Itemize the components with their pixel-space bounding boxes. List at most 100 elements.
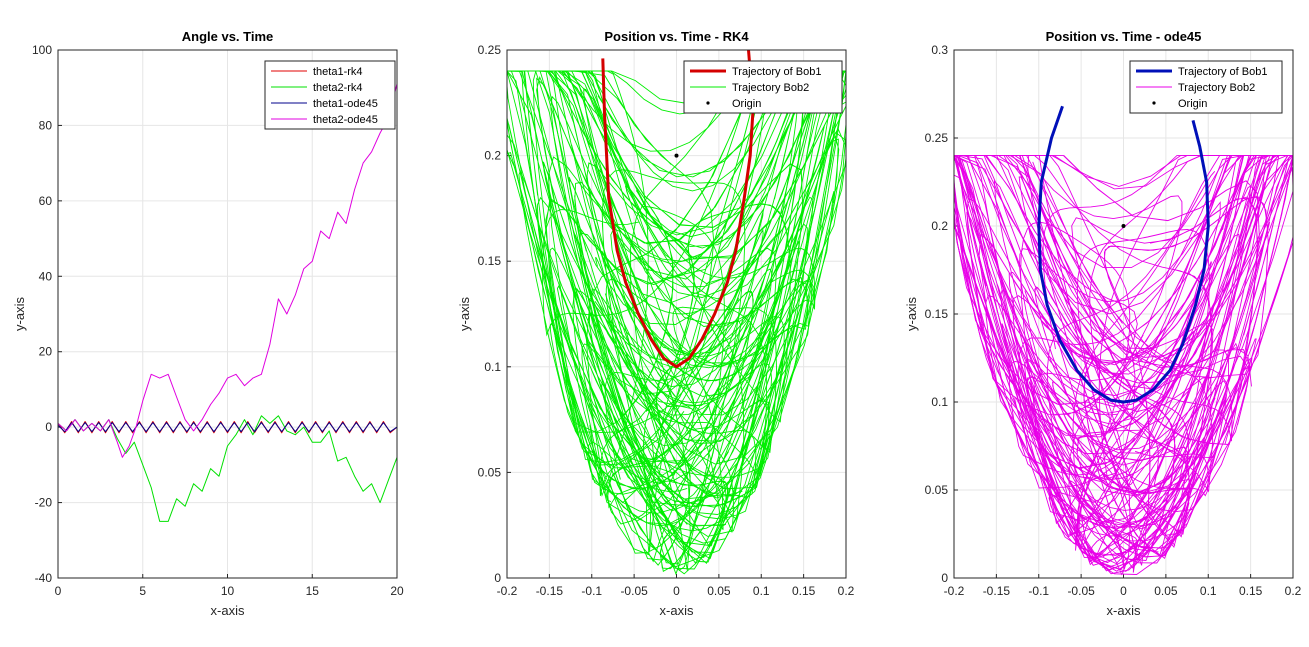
x-tick-label: -0.2 [497, 584, 518, 598]
legend-entry: Trajectory Bob2 [1178, 82, 1255, 94]
legend-box [264, 60, 396, 130]
series-line-bob2 [1076, 229, 1210, 557]
x-tick-label: -0.2 [944, 584, 965, 598]
series-line-bob2 [1019, 155, 1293, 500]
y-tick-label: 0.15 [925, 307, 949, 321]
x-tick-label: -0.15 [983, 584, 1011, 598]
y-tick-label: 0 [45, 420, 52, 434]
x-axis-label: x-axis [660, 603, 694, 618]
legend-entry: theta2-rk4 [313, 82, 363, 94]
x-tick-label: -0.1 [1028, 584, 1049, 598]
series-line-bob2 [604, 268, 773, 480]
series-line-bob2 [1089, 221, 1271, 563]
series-line-bob2 [1008, 155, 1293, 553]
y-axis-label: y-axis [904, 297, 919, 331]
legend-entry: Trajectory Bob2 [732, 82, 809, 94]
series-line-bob2 [954, 155, 1221, 439]
series-line-bob2 [954, 155, 1183, 416]
y-tick-label: 100 [32, 43, 52, 57]
y-axis-label: y-axis [12, 297, 27, 331]
series-line-bob2 [523, 70, 674, 433]
series-line-bob2 [1103, 195, 1269, 378]
y-tick-label: 0.1 [931, 395, 948, 409]
legend-marker [706, 101, 710, 105]
x-tick-label: -0.05 [620, 584, 648, 598]
legend: Trajectory of Bob1 Trajectory Bob2 Origin [1129, 60, 1283, 114]
x-tick-label: 0 [55, 584, 62, 598]
x-tick-label: 0.1 [1200, 584, 1217, 598]
axes-box [506, 49, 847, 579]
x-tick-label: 0.2 [838, 584, 855, 598]
y-tick-label: 40 [39, 269, 53, 283]
series-line-bob2 [1084, 401, 1190, 538]
series-line-bob2 [968, 155, 1136, 538]
series-line-bob2 [1017, 155, 1293, 489]
series-line-4 [58, 83, 397, 458]
x-tick-label: 0.2 [1285, 584, 1302, 598]
x-axis-label: x-axis [211, 603, 245, 618]
series-line-bob2 [1034, 286, 1230, 513]
x-tick-label: 20 [390, 584, 404, 598]
x-tick-label: 0.05 [707, 584, 731, 598]
y-axis-label: y-axis [457, 297, 472, 331]
series-group [58, 83, 397, 522]
legend-entry: theta2-ode45 [313, 114, 378, 126]
y-tick-label: 0.25 [925, 131, 949, 145]
x-tick-label: 5 [139, 584, 146, 598]
axes-box [953, 49, 1294, 579]
series-line-bob2 [1026, 359, 1227, 558]
chart-angle-vs-time: 0 5 10 15 20 -40 -20 0 20 40 60 80 100 Angle vs. Time… [12, 29, 404, 618]
y-tick-label: 0 [494, 571, 501, 585]
origin-point [1121, 224, 1126, 228]
x-tick-label: 15 [306, 584, 320, 598]
axes-box [57, 49, 398, 579]
series-line-bob2 [624, 70, 846, 300]
series-line-bob2 [606, 70, 833, 509]
series-line-bob2 [954, 155, 1244, 469]
series-line-bob2 [507, 70, 691, 571]
chart-position-ode45: -0.2 -0.15 -0.1 -0.05 0 0.05 0.1 0.15 0.2 0 0.05 0.… [904, 29, 1302, 618]
series-line-bob2 [966, 211, 1238, 571]
grid [57, 49, 398, 579]
series-group [507, 50, 846, 576]
series-line-bob2 [586, 70, 846, 465]
origin-point [674, 153, 679, 158]
series-line-bob2 [507, 125, 825, 474]
series-line-bob2 [1020, 221, 1131, 525]
x-tick-label: 0 [1120, 584, 1127, 598]
series-line-bob2 [960, 244, 1209, 537]
series-line-2 [58, 415, 397, 522]
legend-entry: Trajectory of Bob1 [1178, 66, 1267, 78]
series-group [954, 105, 1293, 576]
series-line-bob2 [601, 383, 727, 563]
x-tick-label: -0.1 [581, 584, 602, 598]
y-tick-label: 0.15 [478, 254, 502, 268]
y-tick-label: 60 [39, 194, 53, 208]
legend-entry: Origin [732, 98, 761, 110]
x-tick-label: 0.05 [1154, 584, 1178, 598]
y-tick-label: 0.3 [931, 43, 948, 57]
x-tick-label: -0.15 [536, 584, 564, 598]
y-tick-label: 0.05 [478, 465, 502, 479]
chart-position-rk4: -0.2 -0.15 -0.1 -0.05 0 0.05 0.1 0.15 0.2 0 0.05 0.… [457, 29, 855, 618]
series-line-bob2 [518, 169, 800, 525]
series-line-1 [1037, 105, 1210, 404]
series-line-bob2 [954, 155, 1212, 572]
x-tick-label: 0.15 [1239, 584, 1263, 598]
series-line-1 [601, 50, 755, 369]
legend: theta1-rk4 theta2-rk4 theta1-ode45 theta2-o… [264, 60, 396, 130]
series-line-bob2 [1076, 155, 1293, 553]
series-line-bob2 [991, 155, 1293, 361]
chart-title: Position vs. Time - ode45 [1046, 29, 1202, 44]
legend-entry: Trajectory of Bob1 [732, 66, 821, 78]
y-tick-label: 80 [39, 118, 53, 132]
chart-title: Angle vs. Time [182, 29, 274, 44]
x-tick-label: -0.05 [1067, 584, 1095, 598]
y-tick-label: 20 [39, 345, 53, 359]
series-line-bob2 [1008, 361, 1136, 476]
series-line-bob2 [1072, 171, 1216, 563]
series-line-bob2 [542, 88, 846, 500]
legend-entry: theta1-rk4 [313, 66, 363, 78]
y-tick-label: -20 [35, 496, 53, 510]
